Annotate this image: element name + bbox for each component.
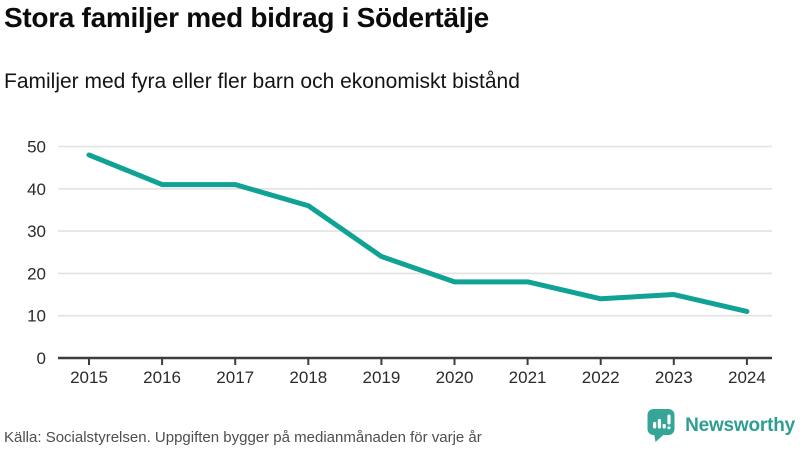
svg-text:0: 0 bbox=[37, 349, 46, 368]
source-note: Källa: Socialstyrelsen. Uppgiften bygger… bbox=[4, 429, 482, 446]
svg-text:40: 40 bbox=[27, 180, 46, 199]
svg-text:2015: 2015 bbox=[70, 368, 108, 387]
newsworthy-logo-icon bbox=[647, 409, 675, 442]
svg-text:2016: 2016 bbox=[143, 368, 181, 387]
svg-text:20: 20 bbox=[27, 264, 46, 283]
svg-text:2022: 2022 bbox=[582, 368, 620, 387]
svg-text:2021: 2021 bbox=[509, 368, 547, 387]
svg-text:10: 10 bbox=[27, 307, 46, 326]
newsworthy-logo: Newsworthy bbox=[646, 408, 795, 443]
chart-title: Stora familjer med bidrag i Södertälje bbox=[4, 2, 489, 33]
svg-text:2020: 2020 bbox=[436, 368, 474, 387]
svg-text:2017: 2017 bbox=[216, 368, 254, 387]
chart-subtitle: Familjer med fyra eller fler barn och ek… bbox=[4, 70, 520, 93]
svg-text:2018: 2018 bbox=[289, 368, 327, 387]
svg-text:2023: 2023 bbox=[655, 368, 693, 387]
svg-text:30: 30 bbox=[27, 222, 46, 241]
svg-text:2019: 2019 bbox=[362, 368, 400, 387]
svg-text:2024: 2024 bbox=[728, 368, 766, 387]
newsworthy-logo-text: Newsworthy bbox=[685, 414, 795, 436]
svg-text:50: 50 bbox=[27, 138, 46, 157]
